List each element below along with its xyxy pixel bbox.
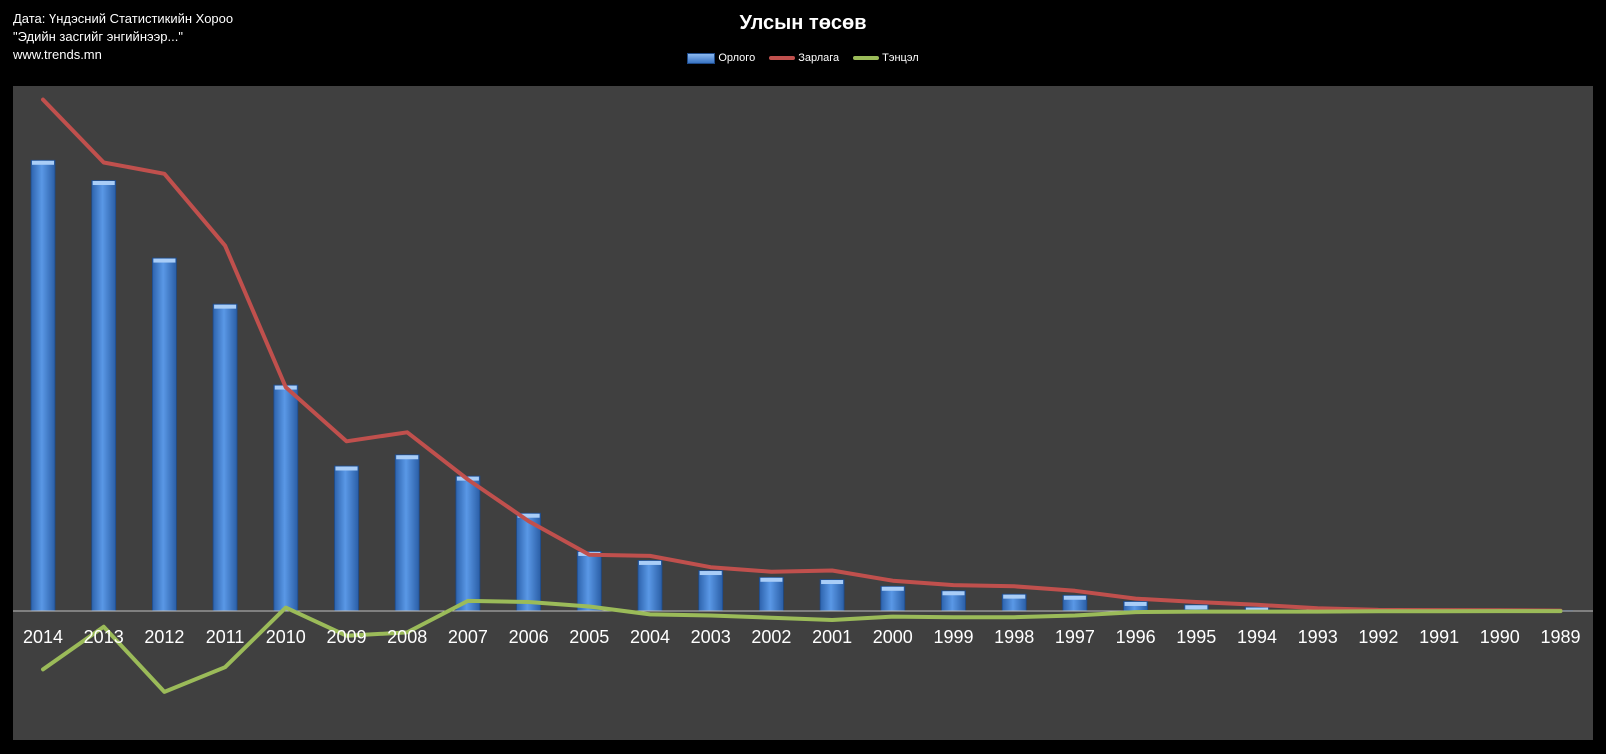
x-tick-label-2011: 2011 — [206, 627, 245, 647]
x-tick-label-2005: 2005 — [569, 627, 609, 647]
x-tick-label-2003: 2003 — [691, 627, 731, 647]
bar-revenue-2007 — [455, 475, 481, 612]
bar-highlight-1998 — [1003, 594, 1026, 599]
bar-highlight-2012 — [153, 258, 176, 263]
x-tick-label-1991: 1991 — [1419, 627, 1459, 647]
bar-highlight-1997 — [1063, 595, 1086, 600]
legend-item-revenue: Орлого — [687, 52, 755, 64]
x-tick-label-2004: 2004 — [630, 627, 670, 647]
bar-revenue-2014 — [30, 159, 56, 612]
bar-highlight-2002 — [760, 577, 783, 582]
data-source-note: Дата: Үндэсний Статистикийн Хороо "Эдийн… — [13, 10, 233, 64]
x-tick-label-2013: 2013 — [84, 627, 124, 647]
bar-revenue-2013 — [91, 180, 117, 612]
line-balance — [41, 598, 1563, 694]
bar-revenue-2003 — [698, 570, 724, 612]
x-tick-label-1998: 1998 — [994, 627, 1034, 647]
bar-revenue-2012 — [151, 257, 177, 612]
bar-highlight-2003 — [699, 571, 722, 576]
source-website: www.trends.mn — [13, 47, 102, 62]
bar-highlight-2004 — [639, 560, 661, 565]
legend-item-expense: Зарлага — [769, 52, 839, 64]
bar-highlight-2000 — [881, 586, 904, 591]
x-tick-label-2009: 2009 — [326, 627, 366, 647]
x-tick-label-2007: 2007 — [448, 627, 488, 647]
bar-revenue-2010 — [273, 384, 299, 612]
legend-item-balance: Тэнцэл — [853, 52, 919, 64]
x-tick-label-2001: 2001 — [812, 627, 852, 647]
bar-revenue-2004 — [637, 560, 663, 612]
x-tick-label-1997: 1997 — [1055, 627, 1095, 647]
legend-label-expense: Зарлага — [798, 52, 840, 64]
legend-label-balance: Тэнцэл — [882, 52, 919, 64]
bar-highlight-2014 — [32, 160, 54, 165]
bar-highlight-1996 — [1124, 601, 1147, 606]
x-tick-label-1989: 1989 — [1540, 627, 1580, 647]
x-tick-label-2002: 2002 — [751, 627, 791, 647]
bar-highlight-2011 — [214, 304, 237, 309]
legend-swatch-balance — [853, 56, 880, 60]
line-expense — [41, 97, 1563, 613]
x-tick-label-1996: 1996 — [1116, 627, 1156, 647]
bar-highlight-2013 — [92, 181, 115, 186]
bar-revenue-2001 — [819, 579, 845, 612]
source-subtitle: "Эдийн засгийг энгийнээр..." — [13, 29, 183, 44]
bar-highlight-1999 — [942, 591, 965, 596]
x-tick-label-1990: 1990 — [1480, 627, 1520, 647]
bar-highlight-1995 — [1185, 605, 1208, 610]
chart-title: Улсын төсөв — [739, 12, 867, 34]
legend: Орлого Зарлага Тэнцэл — [0, 52, 1606, 64]
bar-revenue-2002 — [759, 576, 784, 612]
x-tick-label-2008: 2008 — [387, 627, 427, 647]
bar-highlight-2001 — [821, 580, 844, 585]
legend-swatch-expense — [769, 56, 796, 60]
x-tick-label-1995: 1995 — [1176, 627, 1216, 647]
bar-revenue-2008 — [394, 454, 420, 612]
x-tick-label-1999: 1999 — [933, 627, 973, 647]
x-tick-label-2006: 2006 — [509, 627, 549, 647]
bar-highlight-2008 — [396, 455, 419, 460]
bar-highlight-2006 — [517, 513, 540, 518]
bar-highlight-1994 — [1246, 607, 1268, 611]
legend-label-revenue: Орлого — [718, 52, 756, 64]
bar-revenue-2005 — [576, 551, 602, 612]
x-tick-label-2000: 2000 — [873, 627, 913, 647]
x-tick-label-1994: 1994 — [1237, 627, 1277, 647]
x-tick-label-2012: 2012 — [144, 627, 184, 647]
bar-revenue-2011 — [212, 303, 238, 612]
x-tick-label-2014: 2014 — [23, 627, 63, 647]
source-line: Дата: Үндэсний Статистикийн Хороо — [13, 11, 234, 26]
x-tick-label-1992: 1992 — [1358, 627, 1398, 647]
bar-revenue-2009 — [334, 465, 359, 612]
x-tick-label-1993: 1993 — [1298, 627, 1338, 647]
x-tick-label-2010: 2010 — [266, 627, 306, 647]
legend-swatch-revenue — [687, 52, 716, 64]
bar-highlight-2009 — [335, 466, 358, 471]
